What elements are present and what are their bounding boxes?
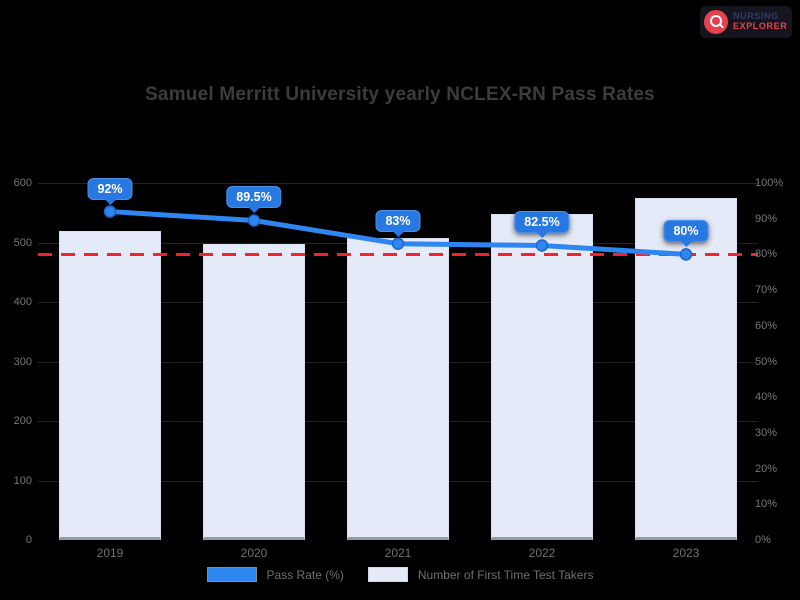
legend-swatch-pass-rate[interactable] bbox=[206, 567, 257, 582]
brand-logo: Nursing Explorer bbox=[700, 6, 792, 38]
reference-line bbox=[38, 253, 758, 257]
left-axis-tick-label: 100 bbox=[13, 474, 32, 487]
pass-rate-label: 89.5% bbox=[226, 186, 282, 214]
left-axis-tick-label: 600 bbox=[13, 177, 32, 189]
plot-area: 92% 89.5% 83% 82.5% 80% bbox=[38, 177, 758, 540]
brand-name-bottom: Explorer bbox=[733, 21, 788, 31]
pass-rate-line bbox=[103, 205, 693, 261]
legend-label-pass-rate[interactable]: Pass Rate (%) bbox=[266, 567, 344, 582]
data-point bbox=[679, 248, 693, 261]
legend-label-test-takers[interactable]: Number of First Time Test Takers bbox=[417, 567, 594, 582]
x-axis-year-label: 2023 bbox=[672, 546, 700, 560]
chart-title: Samuel Merritt University yearly NCLEX-R… bbox=[145, 84, 655, 105]
legend-swatch-test-takers[interactable] bbox=[367, 567, 408, 582]
pass-rate-label: 83% bbox=[375, 209, 421, 237]
left-axis-tick-label: 500 bbox=[13, 236, 32, 249]
x-axis-year-label: 2022 bbox=[528, 546, 556, 560]
data-point bbox=[535, 239, 549, 252]
right-axis-tick-label: 60% bbox=[755, 319, 778, 332]
pass-rate-label: 82.5% bbox=[514, 211, 570, 239]
bar-test-takers bbox=[491, 213, 593, 540]
x-axis-year-label: 2020 bbox=[240, 546, 268, 560]
right-axis-tick-label: 50% bbox=[755, 355, 778, 368]
x-axis-year-label: 2021 bbox=[384, 546, 412, 560]
left-axis-tick-label: 300 bbox=[13, 355, 32, 368]
pass-rate-label: 92% bbox=[87, 177, 133, 205]
data-point bbox=[391, 237, 405, 250]
right-axis-tick-label: 40% bbox=[755, 391, 778, 404]
right-axis-tick-label: 0% bbox=[755, 534, 771, 546]
magnifier-icon bbox=[704, 10, 728, 34]
legend: Pass Rate (%) Number of First Time Test … bbox=[0, 567, 800, 582]
right-axis-tick-label: 80% bbox=[755, 248, 778, 261]
data-point bbox=[103, 205, 117, 218]
left-axis-tick-label: 0 bbox=[25, 534, 32, 546]
right-axis-tick-label: 30% bbox=[755, 426, 778, 439]
right-axis-tick-label: 20% bbox=[755, 462, 778, 475]
pass-rate-label: 80% bbox=[663, 220, 709, 248]
right-axis-tick-label: 70% bbox=[755, 284, 778, 297]
bar-test-takers bbox=[347, 238, 449, 540]
grid-line bbox=[38, 183, 758, 184]
right-axis-tick-label: 90% bbox=[755, 212, 778, 225]
bar-test-takers bbox=[59, 230, 161, 540]
brand-name-top: Nursing bbox=[733, 11, 779, 22]
left-axis-tick-label: 200 bbox=[13, 415, 32, 427]
x-axis-year-label: 2019 bbox=[96, 546, 124, 560]
bar-test-takers bbox=[203, 244, 305, 540]
data-point bbox=[247, 214, 261, 227]
right-axis-tick-label: 10% bbox=[755, 498, 778, 511]
brand-name: Nursing Explorer bbox=[733, 11, 788, 32]
left-axis-tick-label: 400 bbox=[13, 296, 32, 308]
right-axis-tick-label: 100% bbox=[755, 177, 784, 189]
